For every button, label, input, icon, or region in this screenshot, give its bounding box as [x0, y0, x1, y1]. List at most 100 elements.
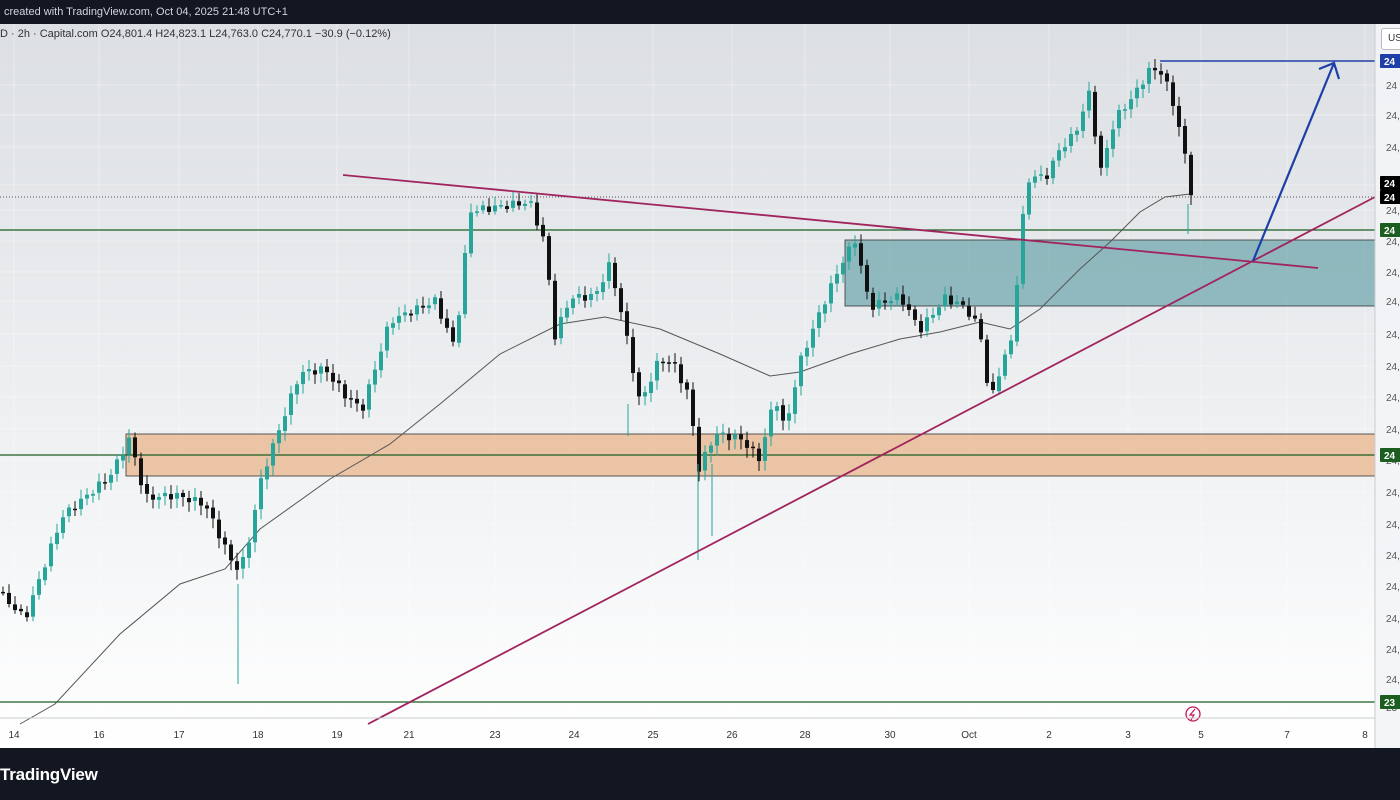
candle-body: [523, 203, 527, 206]
candle-body: [199, 497, 203, 506]
candle-body: [7, 592, 11, 604]
x-tick-label: 19: [331, 730, 343, 741]
candle-body: [697, 426, 701, 472]
candle-body: [1057, 150, 1061, 161]
candle-body: [679, 364, 683, 384]
candle-body: [757, 448, 761, 462]
candle-body: [379, 351, 383, 371]
candle-body: [211, 507, 215, 519]
candle-body: [829, 283, 833, 304]
candle-body: [529, 201, 533, 203]
x-tick-label: 16: [93, 730, 105, 741]
x-tick-label: 30: [884, 730, 896, 741]
candle-body: [49, 543, 53, 567]
candle-body: [745, 440, 749, 448]
candle-body: [559, 316, 563, 339]
ascending-trendline: [367, 196, 1376, 725]
candle-body: [781, 405, 785, 421]
currency-button[interactable]: US: [1381, 28, 1400, 50]
candle-body: [1033, 176, 1037, 183]
candle-body: [637, 372, 641, 397]
price-tag-label: 24: [1384, 193, 1396, 204]
candle-body: [439, 298, 443, 319]
candles: [1, 59, 1193, 684]
candle-body: [193, 497, 197, 501]
candle-body: [577, 294, 581, 298]
y-tick-label: 24,: [1386, 614, 1400, 625]
y-tick-label: 24,: [1386, 111, 1400, 122]
x-tick-label: 7: [1284, 730, 1290, 741]
candle-body: [607, 262, 611, 281]
candle-body: [901, 294, 905, 305]
candle-body: [889, 301, 893, 304]
candle-body: [937, 307, 941, 316]
candle-body: [589, 294, 593, 300]
price-tag: [1380, 54, 1400, 68]
candle-body: [19, 608, 23, 612]
candle-body: [739, 434, 743, 440]
price-tag: [1380, 695, 1400, 709]
candle-body: [271, 443, 275, 466]
candle-body: [1099, 135, 1103, 168]
candle-body: [1183, 126, 1187, 154]
x-tick-label: 18: [252, 730, 264, 741]
price-tag-label: 23: [1384, 698, 1396, 709]
candle-body: [625, 311, 629, 336]
trend-drawings: [342, 61, 1376, 725]
candle-body: [511, 200, 515, 208]
x-tick-label: 3: [1125, 730, 1131, 741]
candle-body: [175, 493, 179, 499]
candle-body: [85, 494, 89, 499]
candle-body: [565, 307, 569, 318]
axes: 14 16 17 18 19 21 23 24 25 26 28 30 Oct 2 3 5 7 82424,24,…: [0, 24, 1400, 748]
zones: [125, 239, 1376, 477]
y-tick-label: 24,: [1386, 520, 1400, 531]
x-tick-label: 5: [1198, 730, 1204, 741]
grid: [0, 24, 1375, 718]
y-tick-label: 24,: [1386, 645, 1400, 656]
candle-body: [601, 282, 605, 293]
candle-body: [235, 561, 239, 570]
x-tick-label: 14: [8, 730, 20, 741]
candle-body: [1189, 154, 1193, 196]
x-tick-label: 24: [568, 730, 580, 741]
candle-body: [421, 305, 425, 308]
candle-body: [67, 507, 71, 517]
candle-body: [1069, 134, 1073, 146]
candle-body: [727, 433, 731, 441]
y-tick-label: 24,: [1386, 393, 1400, 404]
candle-body: [751, 446, 755, 449]
candle-body: [343, 384, 347, 399]
candle-body: [265, 466, 269, 480]
candle-body: [715, 434, 719, 446]
chart-area[interactable]: [0, 24, 1400, 748]
x-tick-label: 26: [726, 730, 738, 741]
candle-body: [133, 437, 137, 458]
candle-body: [799, 355, 803, 387]
price-tag-label: 24: [1384, 179, 1396, 190]
projection-arrow: [1251, 62, 1336, 262]
candle-body: [1, 591, 5, 594]
candle-body: [229, 544, 233, 561]
candle-body: [505, 206, 509, 209]
candle-body: [409, 313, 413, 316]
y-tick-label: 24,: [1386, 330, 1400, 341]
candle-body: [361, 404, 365, 411]
candle-body: [91, 493, 95, 496]
price-chart[interactable]: 14 16 17 18 19 21 23 24 25 26 28 30 Oct 2 3 5 7 82424,24,…: [0, 24, 1400, 748]
y-tick-label: 24,: [1386, 551, 1400, 562]
symbol-legend: D · 2h · Capital.com O24,801.4 H24,823.1…: [0, 28, 391, 40]
y-tick-label: 24,: [1386, 143, 1400, 154]
candle-body: [181, 492, 185, 497]
candle-body: [1123, 109, 1127, 111]
price-scale: [1375, 24, 1400, 748]
price-tag-label: 24: [1384, 226, 1396, 237]
candle-body: [895, 293, 899, 300]
candle-body: [241, 557, 245, 569]
x-tick-label: 25: [647, 730, 659, 741]
tradingview-logo: TradingView: [0, 765, 98, 784]
candle-body: [301, 372, 305, 385]
candle-body: [1075, 130, 1079, 135]
candle-body: [325, 366, 329, 373]
candle-body: [775, 406, 779, 411]
